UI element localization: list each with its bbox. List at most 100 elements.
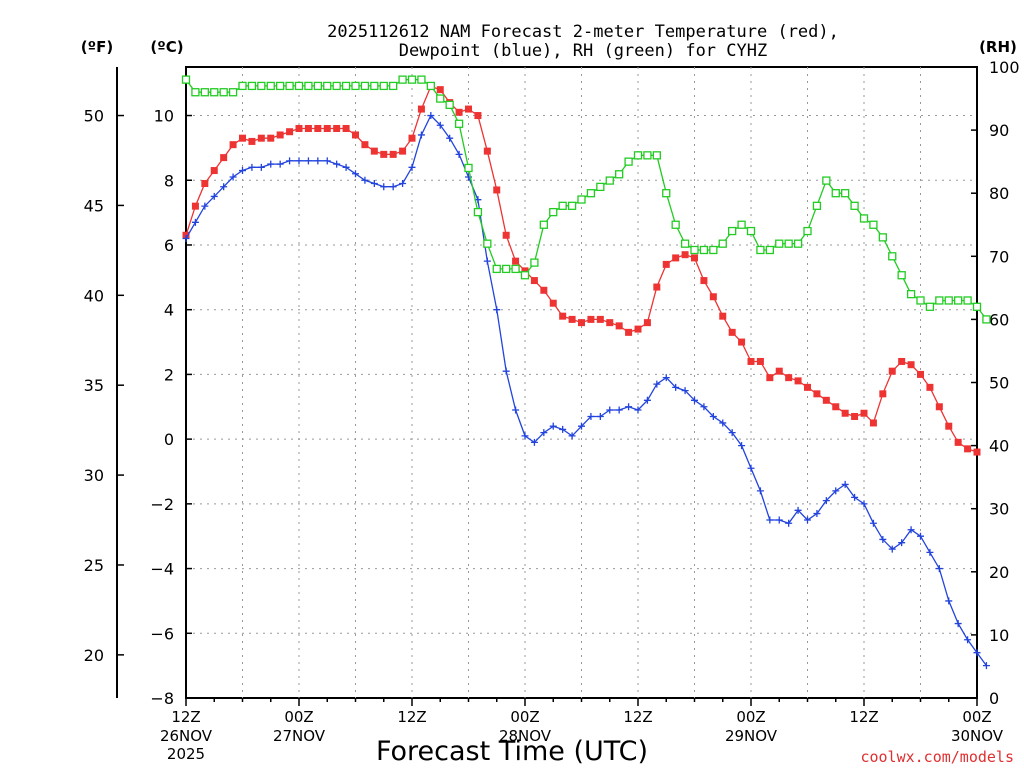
y-tick-label-rh: 80 [989,184,1009,203]
data-point-dewpoint [728,429,736,437]
data-point-temperature [954,438,962,446]
data-point-rh [859,214,869,223]
data-point-temperature [549,299,557,307]
data-point-rh [417,75,426,84]
y-tick-label-c: −2 [150,495,174,514]
data-point-temperature [568,315,576,323]
data-point-temperature [898,357,906,365]
data-point-temperature [691,254,698,262]
data-point-dewpoint [370,179,378,187]
data-point-rh [285,81,294,91]
data-point-temperature [973,448,981,456]
data-point-temperature [191,202,199,210]
x-tick-label-time: 12Z [623,708,652,726]
data-point-rh [765,245,774,255]
data-point-rh [200,88,209,97]
data-point-dewpoint [606,406,614,414]
data-point-dewpoint [822,497,830,505]
data-point-temperature [295,124,303,132]
data-point-rh [360,81,370,91]
data-point-temperature [907,361,915,369]
data-point-temperature [333,124,341,132]
data-point-temperature [794,377,802,385]
y-tick-label-f: 35 [84,376,104,395]
y-tick-label-rh: 60 [989,310,1009,329]
data-point-dewpoint [954,620,962,628]
data-point-temperature [342,124,350,132]
data-point-dewpoint [719,419,727,427]
data-point-dewpoint [295,157,303,165]
series-layer [181,75,991,670]
data-point-dewpoint [483,257,491,265]
data-point-rh [756,245,765,255]
data-point-dewpoint [841,480,849,488]
unit-rh-label: (RH) [979,38,1017,56]
data-point-rh [473,207,483,217]
data-point-rh [247,81,257,91]
data-point-temperature [643,319,651,327]
data-point-rh [549,207,558,217]
data-point-rh [746,226,756,236]
data-point-temperature [267,134,275,142]
data-point-temperature [606,319,614,327]
data-point-temperature [813,390,821,398]
data-point-dewpoint [399,179,407,187]
data-point-dewpoint [785,519,793,527]
credit-label: coolwx.com/models [860,748,1014,766]
data-point-temperature [370,147,378,155]
data-point-dewpoint [323,157,331,165]
data-point-temperature [276,131,284,139]
data-point-temperature [681,251,689,259]
data-point-temperature [389,150,397,158]
data-point-rh [454,119,464,128]
data-point-temperature [220,154,228,162]
y-tick-label-c: 8 [164,171,174,190]
data-point-temperature [775,367,783,375]
data-point-dewpoint [596,412,604,420]
data-point-rh [709,245,718,255]
data-point-temperature [926,383,934,391]
y-tick-label-rh: 20 [989,563,1009,582]
data-point-dewpoint [267,160,275,168]
data-point-temperature [832,403,840,411]
data-point-dewpoint [389,183,397,191]
data-point-dewpoint [832,487,840,495]
data-point-rh [906,290,916,299]
data-point-dewpoint [286,157,294,165]
y-tick-label-c: 4 [164,301,174,320]
data-point-dewpoint [502,367,510,375]
y-tick-label-c: 10 [154,107,174,126]
y-tick-label-f: 40 [84,286,104,305]
data-point-dewpoint [926,548,934,556]
data-point-temperature [804,383,811,391]
data-point-dewpoint [672,383,680,391]
chart-title-line2: Dewpoint (blue), RH (green) for CYHZ [399,41,767,61]
x-tick-label-time: 12Z [849,708,878,726]
data-point-rh [210,88,219,97]
unit-celsius-label: (ºC) [150,38,183,56]
data-point-temperature [286,128,294,136]
data-point-rh [888,252,897,261]
data-point-dewpoint [738,442,746,450]
data-point-dewpoint [643,396,651,404]
series-dewpoint [182,112,990,670]
data-point-rh [841,189,850,198]
data-point-temperature [417,105,425,113]
data-point-rh [972,302,982,311]
data-point-rh [831,189,840,198]
data-point-temperature [239,134,246,142]
x-axis-title: Forecast Time (UTC) [376,736,648,767]
data-point-temperature [465,105,472,113]
data-point-rh [925,302,935,311]
data-point-dewpoint [973,649,981,657]
x-tick-label-time: 00Z [736,708,765,726]
data-point-rh [652,151,661,160]
data-point-rh [728,226,737,236]
data-point-dewpoint [276,160,284,168]
data-point-temperature [964,445,972,453]
data-point-dewpoint [860,500,868,508]
x-tick-label-time: 00Z [510,708,539,726]
data-point-rh [680,239,690,248]
data-point-rh [812,201,822,210]
